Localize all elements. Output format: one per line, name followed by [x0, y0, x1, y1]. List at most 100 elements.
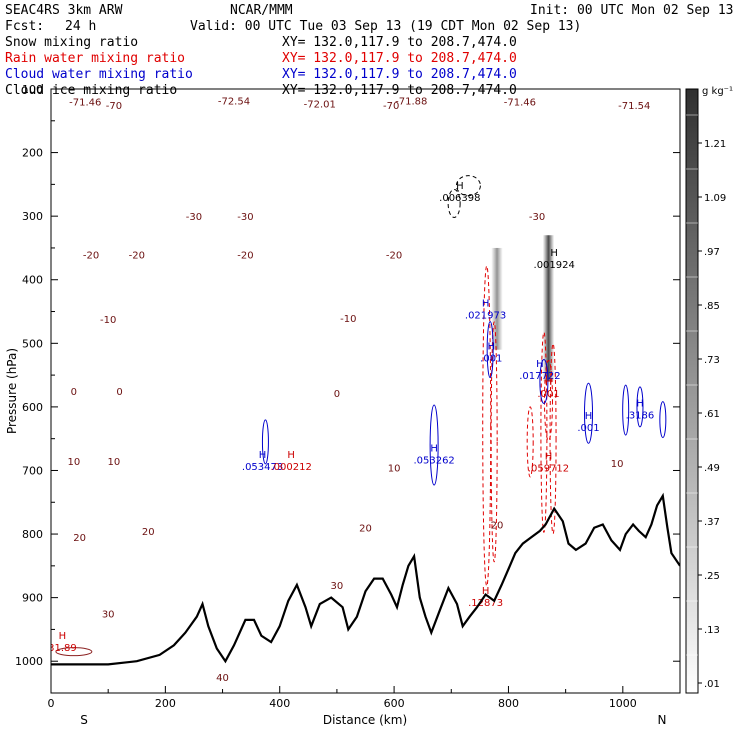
- colorbar-label: 1.21: [704, 139, 726, 150]
- colorbar-label: .13: [704, 625, 720, 636]
- valid-time: Valid: 00 UTC Tue 03 Sep 13 (19 CDT Mon …: [190, 19, 581, 34]
- contour-label: 10: [108, 457, 121, 468]
- cloud-water-contour: [584, 382, 594, 444]
- extremum-value: .001: [537, 389, 559, 400]
- contour-label: -20: [237, 250, 253, 261]
- cloud-water-contour: [622, 384, 630, 436]
- field-label-snow: Snow mixing ratio: [5, 35, 138, 50]
- x-axis-label: Distance (km): [323, 713, 407, 727]
- extremum-value: .053473: [242, 462, 283, 473]
- y-tick-label: 500: [22, 337, 43, 350]
- contour-label: 20: [491, 521, 504, 532]
- contour-label: -20: [83, 250, 99, 261]
- temperature-contours: [274, 95, 680, 636]
- x-axis-north-label: N: [658, 713, 667, 727]
- contour-label: -10: [340, 314, 356, 325]
- terrain-profile: [51, 492, 680, 666]
- forecast-label: Fcst:: [5, 19, 44, 34]
- y-tick-label: 400: [22, 274, 43, 287]
- terrain-line: [51, 492, 680, 666]
- forecast-value: 24 h: [65, 19, 96, 34]
- x-tick-label: 200: [155, 697, 176, 710]
- y-tick-label: 100: [22, 83, 43, 96]
- y-tick-label: 1000: [15, 655, 43, 668]
- extremum-value: .3186: [626, 411, 655, 422]
- contour-label: -70: [106, 101, 122, 112]
- contour-label: 0: [71, 387, 77, 398]
- contour-label: -20: [386, 250, 402, 261]
- x-tick-label: 600: [384, 697, 405, 710]
- contour-label: 30: [102, 610, 115, 621]
- extremum-value: .12873: [468, 598, 503, 609]
- y-tick-label: 700: [22, 464, 43, 477]
- x-tick-label: 1000: [609, 697, 637, 710]
- extremum-h-marker: H: [259, 450, 267, 461]
- colorbar-label: .97: [704, 247, 720, 258]
- cloud-water-contour: [539, 358, 549, 404]
- y-tick-label: 800: [22, 528, 43, 541]
- field-label-cloud-ice: Cloud ice mixing ratio: [5, 83, 177, 98]
- colorbar-label: .25: [704, 571, 720, 582]
- cloud-ice-contour: [447, 188, 461, 218]
- colorbar-label: 1.09: [704, 193, 726, 204]
- colorbar-label: .73: [704, 355, 720, 366]
- extremum-h-marker: H: [545, 451, 553, 462]
- colorbar-label: .01: [704, 679, 720, 690]
- cloud-ice-contour: [455, 175, 481, 197]
- cloud-water-contour: [429, 404, 439, 486]
- y-tick-label: 200: [22, 147, 43, 160]
- colorbar-label: .85: [704, 301, 720, 312]
- field-label-rain: Rain water mixing ratio: [5, 51, 185, 66]
- x-axis-south-label: S: [80, 713, 88, 727]
- center-title: NCAR/MMM: [230, 3, 293, 18]
- extrema-labels: H.006398H.001924H.021973H.001H.017722H.0…: [48, 181, 655, 654]
- hydrometeor-contours: [55, 175, 667, 657]
- contour-label: -30: [186, 212, 202, 223]
- contour-label: 0: [334, 389, 340, 400]
- rain-contour: [526, 406, 534, 478]
- xy-line-snow: XY= 132.0,117.9 to 208.7,474.0: [282, 35, 517, 50]
- extremum-value: .017722: [519, 371, 560, 382]
- contour-label: 20: [142, 527, 155, 538]
- contour-label: -30: [529, 212, 545, 223]
- extremum-h-marker: H: [287, 450, 295, 461]
- colorbar-unit: g kg⁻¹: [702, 86, 733, 97]
- rain-contour: [540, 331, 548, 533]
- extremum-value: .000212: [270, 462, 311, 473]
- cloud-water-contour: [636, 386, 644, 428]
- contour-label: -30: [237, 212, 253, 223]
- y-tick-label: 900: [22, 592, 43, 605]
- contour-label: 20: [73, 533, 86, 544]
- rain-contour: [543, 360, 553, 442]
- xy-line-cloud-water: XY= 132.0,117.9 to 208.7,474.0: [282, 67, 517, 82]
- extremum-h-marker: H: [59, 631, 67, 642]
- contour-label: 10: [388, 463, 401, 474]
- extremum-value: .059712: [528, 463, 569, 474]
- snow-shading-core: [542, 235, 555, 382]
- contour-label: 10: [611, 459, 624, 470]
- snow-shading-secondary: [491, 247, 503, 350]
- contour-label: -71.54: [618, 101, 650, 112]
- cloud-water-contour: [659, 401, 667, 439]
- extremum-h-marker: H: [430, 444, 438, 455]
- extremum-h-marker: H: [545, 377, 553, 388]
- temperature-contour-closed: [55, 647, 93, 657]
- contour-label: 20: [359, 524, 372, 535]
- xy-line-cloud-ice: XY= 132.0,117.9 to 208.7,474.0: [282, 83, 517, 98]
- extremum-h-marker: H: [585, 411, 593, 422]
- extremum-h-marker: H: [482, 299, 490, 310]
- field-label-cloud-water: Cloud water mixing ratio: [5, 67, 193, 82]
- extremum-value: .021973: [465, 311, 506, 322]
- y-axis-label: Pressure (hPa): [5, 348, 19, 434]
- extremum-value: .053262: [413, 456, 454, 467]
- extremum-value: .001: [480, 353, 502, 364]
- colorbar-label: .49: [704, 463, 720, 474]
- extremum-value: 31.89: [48, 643, 77, 654]
- extremum-value: .006398: [439, 193, 480, 204]
- xy-line-rain: XY= 132.0,117.9 to 208.7,474.0: [282, 51, 517, 66]
- model-title: SEAC4RS 3km ARW: [5, 3, 123, 18]
- x-axis: 0 200 400 600 800 1000: [48, 686, 637, 710]
- snow-shading: [491, 235, 555, 382]
